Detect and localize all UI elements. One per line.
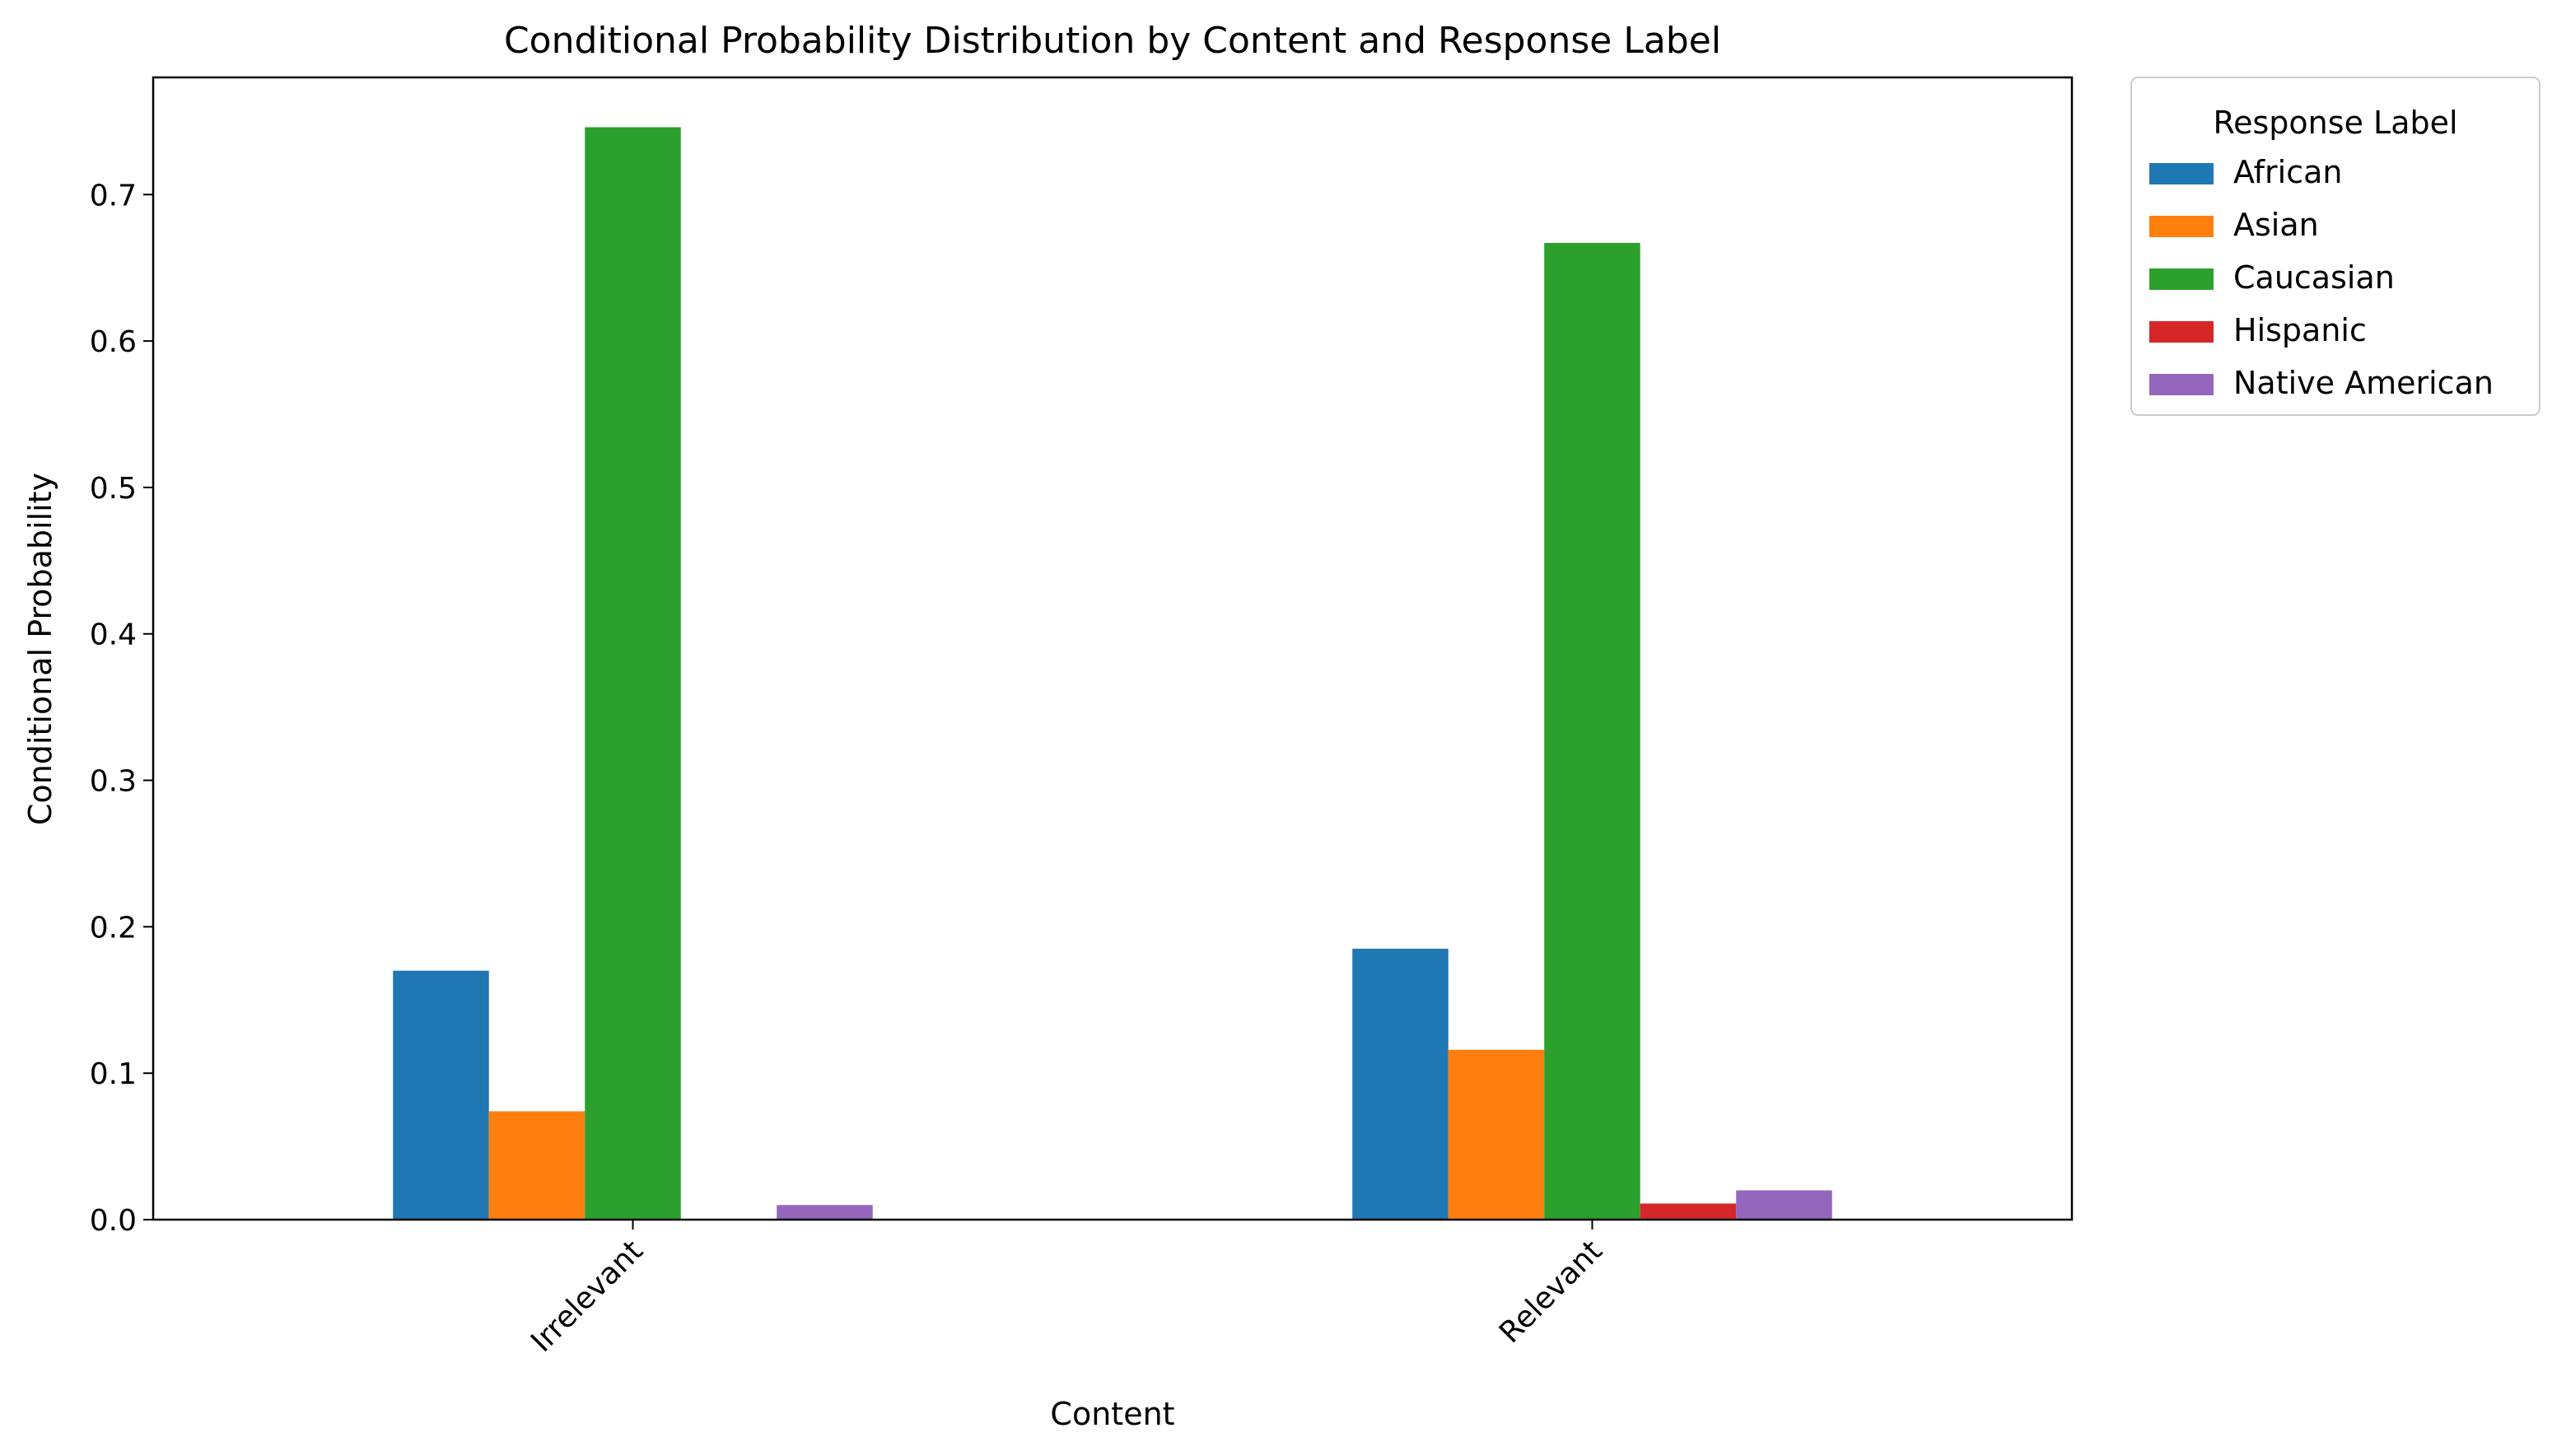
bar-native-american-irrelevant <box>777 1205 873 1220</box>
plot-area-frame <box>152 76 2074 1221</box>
bar-asian-irrelevant <box>488 1111 586 1220</box>
bar-caucasian-irrelevant <box>585 127 681 1220</box>
y-tick-label: 0.4 <box>90 618 137 652</box>
legend-swatch <box>2149 374 2214 395</box>
bars-layer <box>393 127 1832 1220</box>
legend-swatch <box>2149 321 2214 343</box>
y-tick-label: 0.6 <box>90 325 137 359</box>
legend-label: Asian <box>2233 207 2319 243</box>
legend: Response Label African Asian Caucasian Hisp… <box>2130 77 2540 416</box>
bar-native-american-relevant <box>1736 1190 1832 1220</box>
bar-african-relevant <box>1352 949 1449 1220</box>
y-tick-label: 0.5 <box>90 472 137 506</box>
x-axis-ticks: Irrelevant Relevant <box>525 1220 1609 1359</box>
x-tick-label: Irrelevant <box>525 1234 650 1359</box>
legend-title: Response Label <box>2213 105 2457 141</box>
bar-caucasian-relevant <box>1544 242 1640 1220</box>
x-axis-label: Content <box>1050 1396 1174 1432</box>
chart-title: Conditional Probability Distribution by … <box>504 20 1721 62</box>
legend-frame <box>2130 77 2540 416</box>
x-tick-label: Relevant <box>1493 1234 1609 1350</box>
bar-african-irrelevant <box>393 970 489 1220</box>
bar-asian-relevant <box>1448 1049 1545 1220</box>
y-tick-label: 0.7 <box>90 179 137 212</box>
legend-swatch <box>2149 268 2214 290</box>
y-tick-label: 0.1 <box>90 1057 137 1091</box>
legend-swatch <box>2149 216 2214 237</box>
legend-label: Hispanic <box>2233 312 2367 348</box>
legend-label: Caucasian <box>2233 259 2395 296</box>
y-axis-label: Conditional Probability <box>22 473 58 825</box>
legend-label: Native American <box>2233 365 2494 401</box>
y-tick-label: 0.2 <box>90 911 137 945</box>
y-tick-label: 0.3 <box>90 765 137 799</box>
legend-swatch <box>2149 163 2214 184</box>
y-tick-label: 0.0 <box>90 1204 137 1238</box>
bar-hispanic-relevant <box>1640 1203 1737 1220</box>
legend-items: African Asian Caucasian Hispanic Native Amer… <box>2149 154 2494 401</box>
y-axis-ticks: 0.0 0.1 0.2 0.3 0.4 0.5 0.6 0.7 <box>90 179 153 1238</box>
legend-label: African <box>2233 154 2342 190</box>
